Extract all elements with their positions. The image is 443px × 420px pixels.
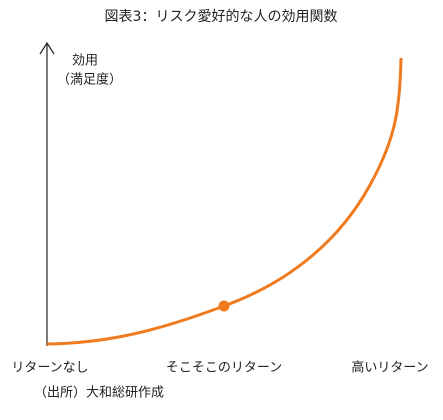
- utility-curve: [46, 57, 403, 346]
- x-label: 高いリターン: [351, 360, 428, 376]
- x-label: リターンなし: [11, 361, 88, 376]
- point-marker: [218, 300, 230, 312]
- y-axis-label: （満足度）: [57, 72, 122, 88]
- y-axis-label: 効用: [72, 54, 98, 69]
- x-label: そこそこのリターン: [166, 361, 282, 376]
- source: （出所）大和総研作成: [34, 386, 164, 401]
- title: 図表3：リスク愛好的な人の効用関数: [105, 9, 338, 25]
- y-axis-arrow: [39, 41, 55, 55]
